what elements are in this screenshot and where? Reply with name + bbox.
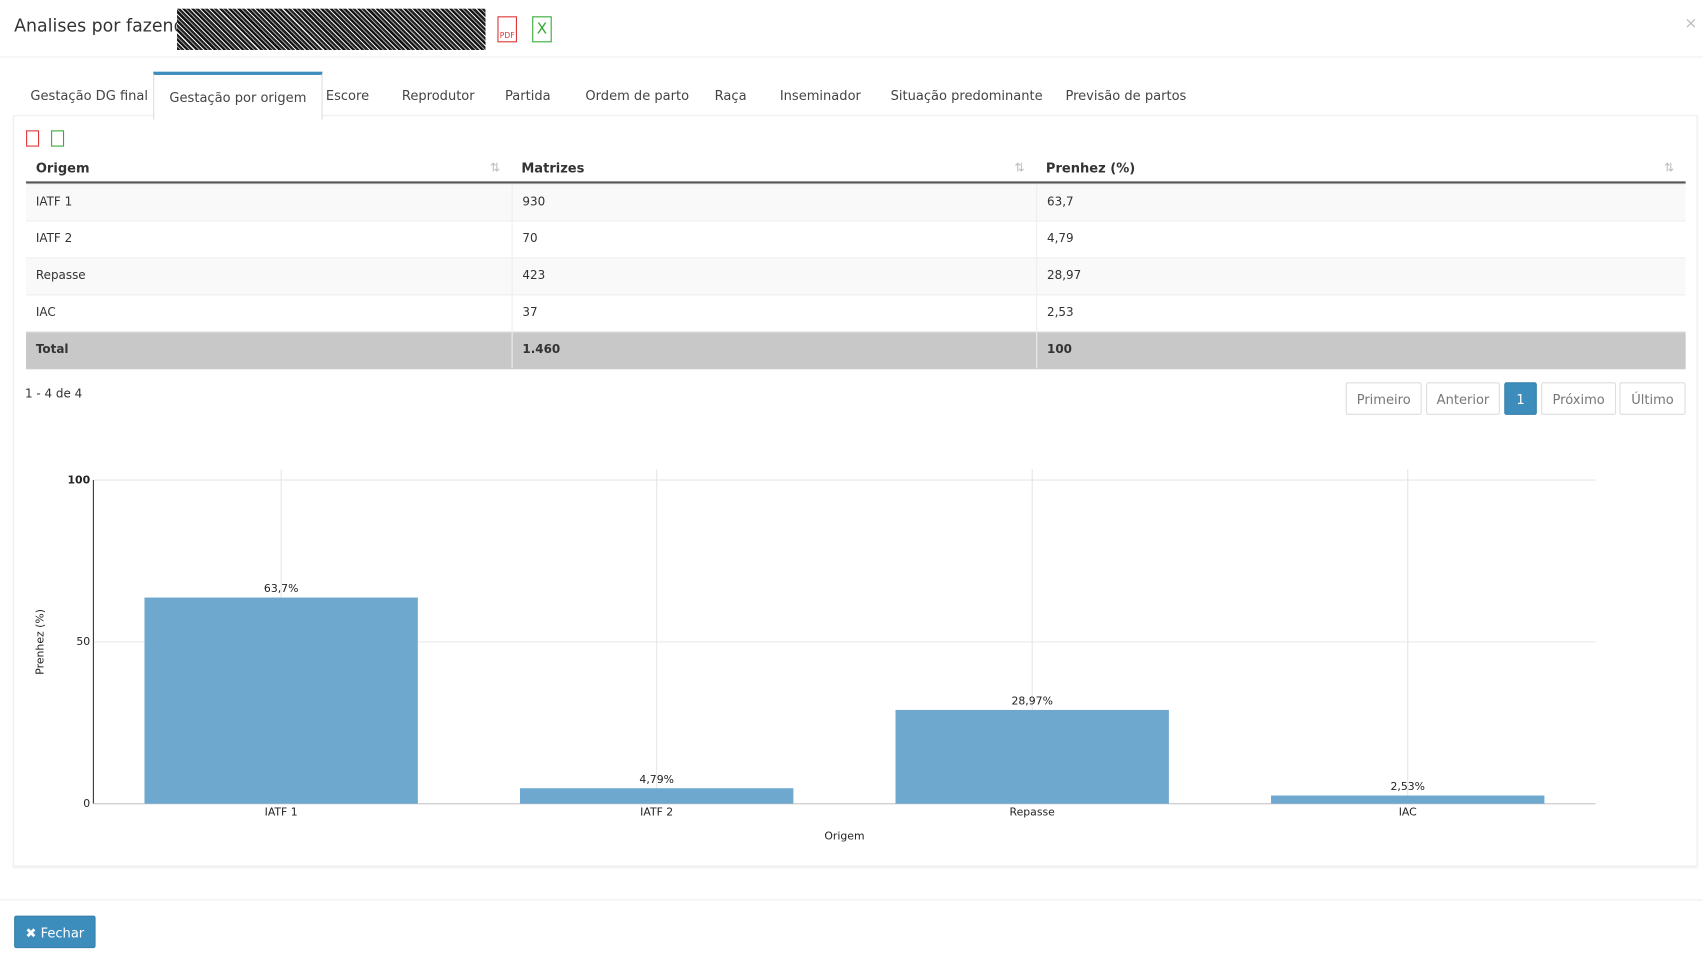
column-header[interactable]: Origem xyxy=(35,160,90,176)
divider xyxy=(0,899,1703,901)
table-cell: 2,53 xyxy=(1036,294,1685,332)
pdf-icon[interactable]: PDF xyxy=(497,16,517,43)
tab[interactable]: Ordem de parto xyxy=(585,87,690,104)
pdf-icon-small[interactable] xyxy=(26,130,40,147)
table-cell: 423 xyxy=(511,257,1037,295)
close-x[interactable]: × xyxy=(1684,15,1698,33)
x-tick-label: IATF 2 xyxy=(640,806,673,819)
column-header[interactable]: Prenhez (%) xyxy=(1045,160,1136,176)
table-row xyxy=(26,183,1686,222)
table-cell: 4,79 xyxy=(1036,220,1685,258)
table-cell: 37 xyxy=(511,294,1037,332)
x-tick-label: IAC xyxy=(1399,806,1417,819)
page-button[interactable]: Primeiro xyxy=(1345,382,1422,415)
close-button[interactable]: ✖ Fechar xyxy=(14,915,96,949)
table-cell: 100 xyxy=(1036,331,1685,369)
bar xyxy=(144,597,418,804)
tab[interactable]: Gestação DG final xyxy=(30,87,149,104)
x-tick-label: Repasse xyxy=(1010,806,1056,819)
tab[interactable]: Previsão de partos xyxy=(1065,87,1187,104)
table-cell: 930 xyxy=(511,183,1037,221)
y-tick-label: 50 xyxy=(76,635,90,648)
table-header-border xyxy=(26,181,1686,184)
table-row xyxy=(26,294,1686,333)
excel-icon-small[interactable] xyxy=(51,130,65,147)
page-button[interactable]: 1 xyxy=(1504,382,1537,415)
table-cell: IATF 1 xyxy=(35,194,73,209)
y-axis-label: Prenhez (%) xyxy=(33,609,46,675)
table-cell: 70 xyxy=(511,220,1037,258)
page-button[interactable]: Anterior xyxy=(1426,382,1500,415)
sort-icon: ⇅ xyxy=(1663,160,1674,175)
tab[interactable]: Situação predominante xyxy=(890,87,1043,104)
value-label: 63,7% xyxy=(264,582,299,595)
table-row xyxy=(26,220,1686,259)
sort-icon: ⇅ xyxy=(1014,160,1025,175)
x-tick-label: IATF 1 xyxy=(265,806,298,819)
value-label: 4,79% xyxy=(639,773,673,786)
bar xyxy=(895,709,1169,804)
y-tick-label: 0 xyxy=(83,797,90,810)
table-cell: 1.460 xyxy=(511,331,1037,369)
chart: 0 50 100 IATF 1 63,7% IATF 2 4,79% Repasse 28,97… xyxy=(33,469,1596,843)
tab[interactable]: Raça xyxy=(714,87,747,104)
tab[interactable]: Escore xyxy=(325,87,370,104)
tab[interactable]: Inseminador xyxy=(779,87,861,104)
excel-icon[interactable]: X xyxy=(532,16,552,43)
column-header[interactable]: Matrizes xyxy=(521,160,585,176)
pagination-summary: 1 - 4 de 4 xyxy=(24,386,83,401)
tab[interactable]: Partida xyxy=(505,87,551,104)
redacted xyxy=(177,8,486,50)
x-axis-label: Origem xyxy=(824,830,864,843)
table-cell: IAC xyxy=(35,305,56,320)
value-label: 2,53% xyxy=(1390,780,1425,793)
bar xyxy=(519,788,794,804)
sort-icon: ⇅ xyxy=(489,160,500,175)
table-row xyxy=(26,257,1686,296)
bar xyxy=(1271,795,1545,804)
table-cell: 28,97 xyxy=(1036,257,1685,295)
table-cell: Repasse xyxy=(35,268,86,283)
modal-title: Analises por fazendas xyxy=(14,15,205,36)
table-cell: IATF 2 xyxy=(35,231,73,246)
tab[interactable]: Reprodutor xyxy=(401,87,475,104)
y-tick-label: 100 xyxy=(67,473,90,486)
tab-panel xyxy=(13,115,1698,867)
table-cell: Total xyxy=(35,342,69,357)
page-button[interactable]: Último xyxy=(1619,382,1686,415)
table-cell: 63,7 xyxy=(1036,183,1685,221)
value-label: 28,97% xyxy=(1011,695,1052,708)
divider xyxy=(0,56,1703,58)
page-button[interactable]: Próximo xyxy=(1541,382,1617,415)
total-row xyxy=(26,331,1686,370)
tab[interactable]: Gestação por origem xyxy=(153,71,323,120)
